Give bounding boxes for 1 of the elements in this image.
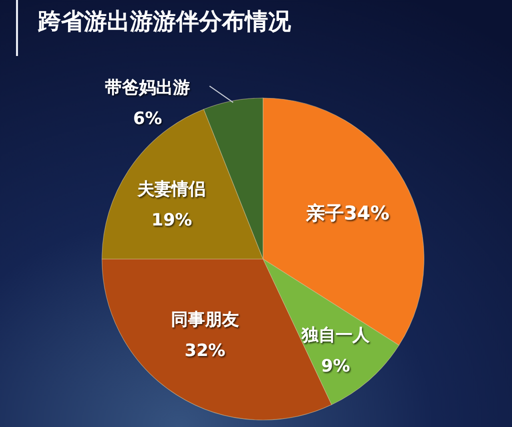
title: 跨省游出游游伴分布情况 — [38, 9, 291, 35]
